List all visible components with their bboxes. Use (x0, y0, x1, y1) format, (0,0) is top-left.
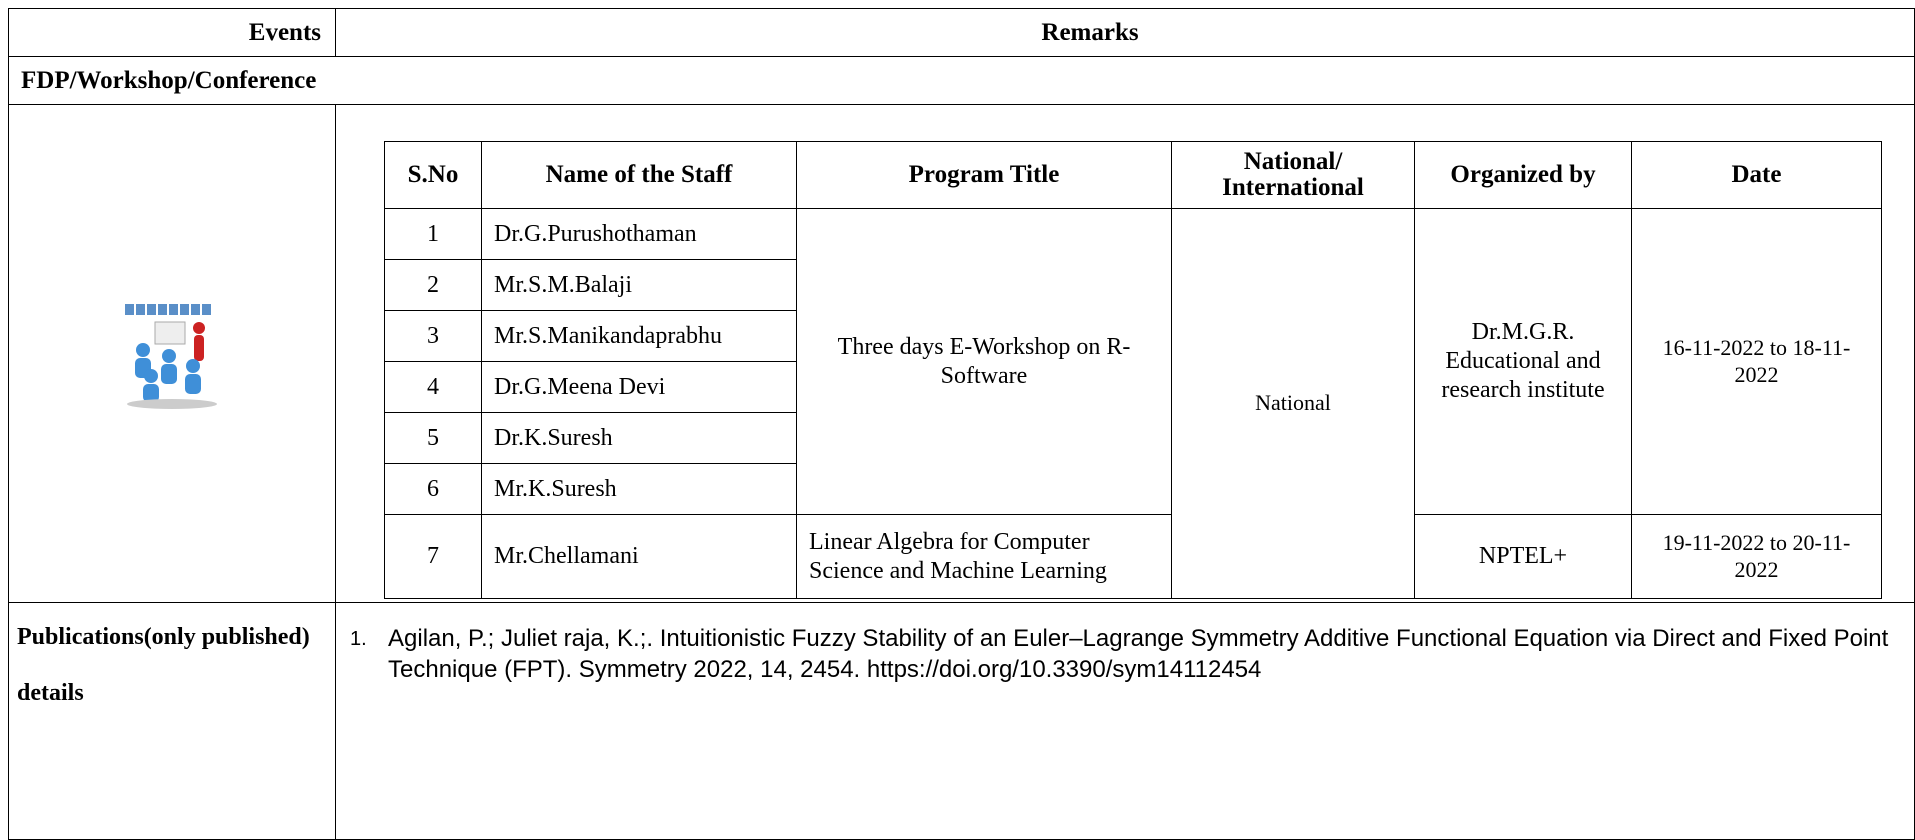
name-cell: Dr.G.Purushothaman (481, 208, 797, 260)
column-header: S.No (384, 141, 482, 209)
name-cell: Mr.Chellamani (481, 514, 797, 599)
publications-cell: 1. Agilan, P.; Juliet raja, K.;. Intuitio… (335, 602, 1915, 840)
publication-item: 1. Agilan, P.; Juliet raja, K.;. Intuitio… (336, 603, 1914, 685)
header-cell: Remarks (335, 8, 1915, 57)
column-header: Date (1631, 141, 1882, 209)
scope-cell: National (1171, 208, 1415, 599)
workshop-icon (125, 304, 217, 409)
name-cell: Mr.S.M.Balaji (481, 259, 797, 311)
column-header: Name of the Staff (481, 141, 797, 209)
name-cell: Mr.K.Suresh (481, 463, 797, 515)
staff-row: 7 Mr.Chellamani Linear Algebra for Compute… (384, 514, 1882, 599)
staff-row: 6 Mr.K.Suresh (384, 463, 1882, 515)
column-header: Organized by (1414, 141, 1632, 209)
section-title: FDP/Workshop/Conference (8, 56, 1915, 105)
header-row: Events Remarks (8, 8, 1915, 57)
organizer-cell: Dr.M.G.R. Educational and research insti… (1414, 208, 1632, 515)
publication-text: Agilan, P.; Juliet raja, K.;. Intuitioni… (388, 625, 1889, 684)
header-cell: Events (8, 8, 336, 57)
sno-cell: 3 (384, 310, 482, 362)
program-cell: Linear Algebra for Computer Science and … (796, 514, 1172, 599)
name-cell: Dr.K.Suresh (481, 412, 797, 464)
name-cell: Mr.S.Manikandaprabhu (481, 310, 797, 362)
publications-label: Publications(only published) details (8, 602, 336, 840)
content-row: S.No Name of the Staff Program Title Nation… (8, 104, 1915, 603)
staff-row: 2 Mr.S.M.Balaji (384, 259, 1882, 311)
column-row: S.No Name of the Staff Program Title Nation… (384, 141, 1882, 209)
date-cell: 16-11-2022 to 18-11-2022 (1631, 208, 1882, 515)
sno-cell: 1 (384, 208, 482, 260)
date-cell: 19-11-2022 to 20-11-2022 (1631, 514, 1882, 599)
sno-cell: 7 (384, 514, 482, 599)
report-table: Events Remarks FDP/Workshop/Conference S… (8, 8, 1915, 840)
sno-cell: 4 (384, 361, 482, 413)
sno-cell: 2 (384, 259, 482, 311)
icon-cell (8, 104, 336, 603)
column-header: National/ International (1171, 141, 1415, 209)
column-header: Program Title (796, 141, 1172, 209)
organizer-cell: NPTEL+ (1414, 514, 1632, 599)
publications-row: Publications(only published) details 1. A… (8, 602, 1915, 840)
sno-cell: 6 (384, 463, 482, 515)
sno-cell: 5 (384, 412, 482, 464)
staff-row: 5 Dr.K.Suresh (384, 412, 1882, 464)
section-row: FDP/Workshop/Conference (8, 56, 1915, 105)
staff-row: 1 Dr.G.Purushothaman Three days E-Workshop… (384, 208, 1882, 599)
remarks-cell: S.No Name of the Staff Program Title Nation… (335, 104, 1915, 603)
publication-number: 1. (350, 628, 367, 650)
name-cell: Dr.G.Meena Devi (481, 361, 797, 413)
program-cell: Three days E-Workshop on R-Software (796, 208, 1172, 515)
staff-row: 4 Dr.G.Meena Devi (384, 361, 1882, 413)
staff-table: S.No Name of the Staff Program Title Nation… (384, 141, 1882, 599)
